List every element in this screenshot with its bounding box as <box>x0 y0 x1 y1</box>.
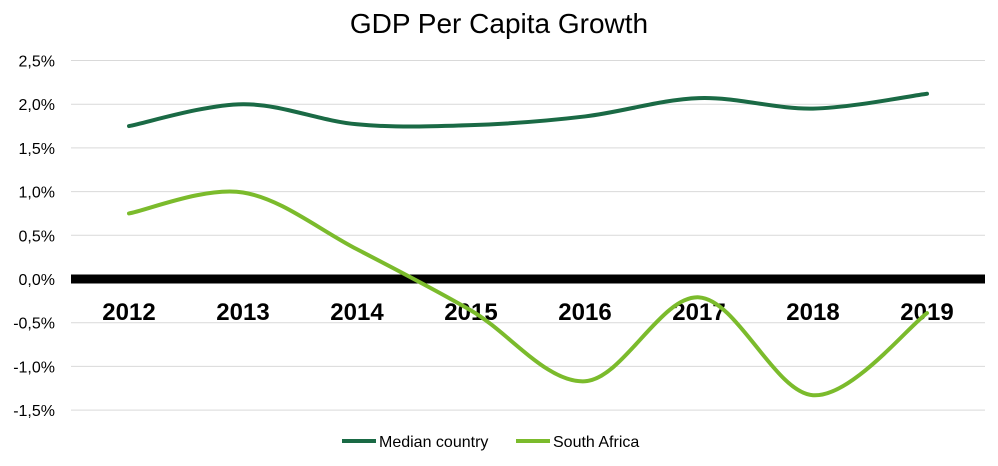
x-tick-label: 2018 <box>786 299 839 326</box>
chart-title: GDP Per Capita Growth <box>350 8 648 39</box>
y-tick-label: 0,5% <box>19 228 55 245</box>
y-tick-label: 1,0% <box>19 185 55 202</box>
zero-axis-line <box>71 274 985 284</box>
series-line-median-country <box>127 91 929 129</box>
x-tick-label: 2014 <box>330 299 384 326</box>
y-tick-label: -1,0% <box>13 359 55 376</box>
legend-item: South Africa <box>516 434 639 451</box>
y-tick-label: -1,5% <box>13 403 55 420</box>
y-tick-label: 2,0% <box>19 97 55 114</box>
legend-item: Median country <box>342 434 488 451</box>
x-tick-label: 2016 <box>558 299 611 326</box>
y-tick-label: 2,5% <box>19 54 55 71</box>
y-tick-label: 0,0% <box>19 272 55 289</box>
x-tick-label: 2013 <box>216 299 269 326</box>
y-tick-label: -0,5% <box>13 316 55 333</box>
series-line-south-africa <box>127 189 929 398</box>
y-tick-label: 1,5% <box>19 141 55 158</box>
x-tick-label: 2012 <box>102 299 155 326</box>
legend-label: South Africa <box>553 434 639 451</box>
legend-label: Median country <box>379 434 488 451</box>
